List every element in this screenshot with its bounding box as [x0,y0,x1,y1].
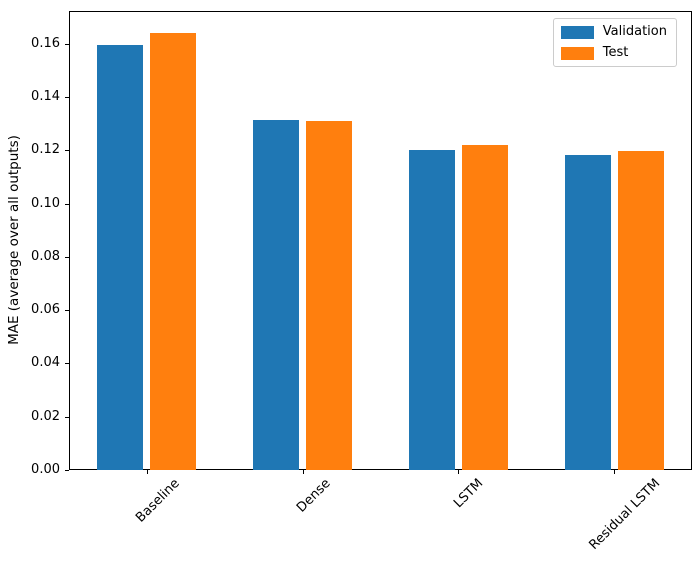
y-tick-label: 0.04 [31,355,60,371]
bar-validation-baseline [97,45,144,470]
legend-label-validation: Validation [602,24,667,39]
legend-entry-validation: Validation [560,24,667,40]
x-tick-label-lstm: LSTM [451,476,487,512]
x-tick-label-residual-lstm: Residual LSTM [586,476,664,553]
bar-validation-lstm [408,150,455,470]
y-tick-mark [65,150,69,152]
y-tick-label: 0.08 [31,248,60,264]
x-tick-mark [614,470,616,474]
y-tick-label: 0.00 [31,462,60,477]
bar-test-lstm [461,145,508,470]
y-tick-label: 0.14 [31,89,60,105]
bar-test-baseline [150,32,197,470]
y-tick-mark [65,203,69,205]
x-tick-mark [458,470,460,474]
y-tick-mark [65,470,69,471]
y-tick-mark [65,363,69,365]
y-tick-label: 0.02 [31,408,60,424]
y-tick-mark [65,310,69,312]
legend-entry-test: Test [560,45,667,61]
bar-test-dense [306,121,353,470]
bar-validation-dense [253,120,300,470]
y-tick-label: 0.10 [31,195,60,211]
y-tick-mark [65,256,69,258]
y-tick-label: 0.12 [31,142,60,158]
x-tick-label-baseline: Baseline [133,476,183,526]
y-tick-mark [65,416,69,418]
y-tick-mark [65,43,69,45]
legend-swatch-test [560,46,594,60]
legend-label-test: Test [602,45,629,60]
x-tick-mark [302,470,304,474]
bar-test-residual-lstm [617,151,664,470]
legend: Validation Test [552,18,677,67]
bar-validation-residual-lstm [564,154,611,470]
legend-swatch-validation [560,25,594,39]
y-axis-label: MAE (average over all outputs) [6,135,22,345]
y-tick-label: 0.16 [31,35,60,51]
y-tick-label: 0.06 [31,302,60,318]
x-tick-mark [146,470,148,474]
y-tick-mark [65,97,69,99]
x-tick-label-dense: Dense [293,476,334,516]
